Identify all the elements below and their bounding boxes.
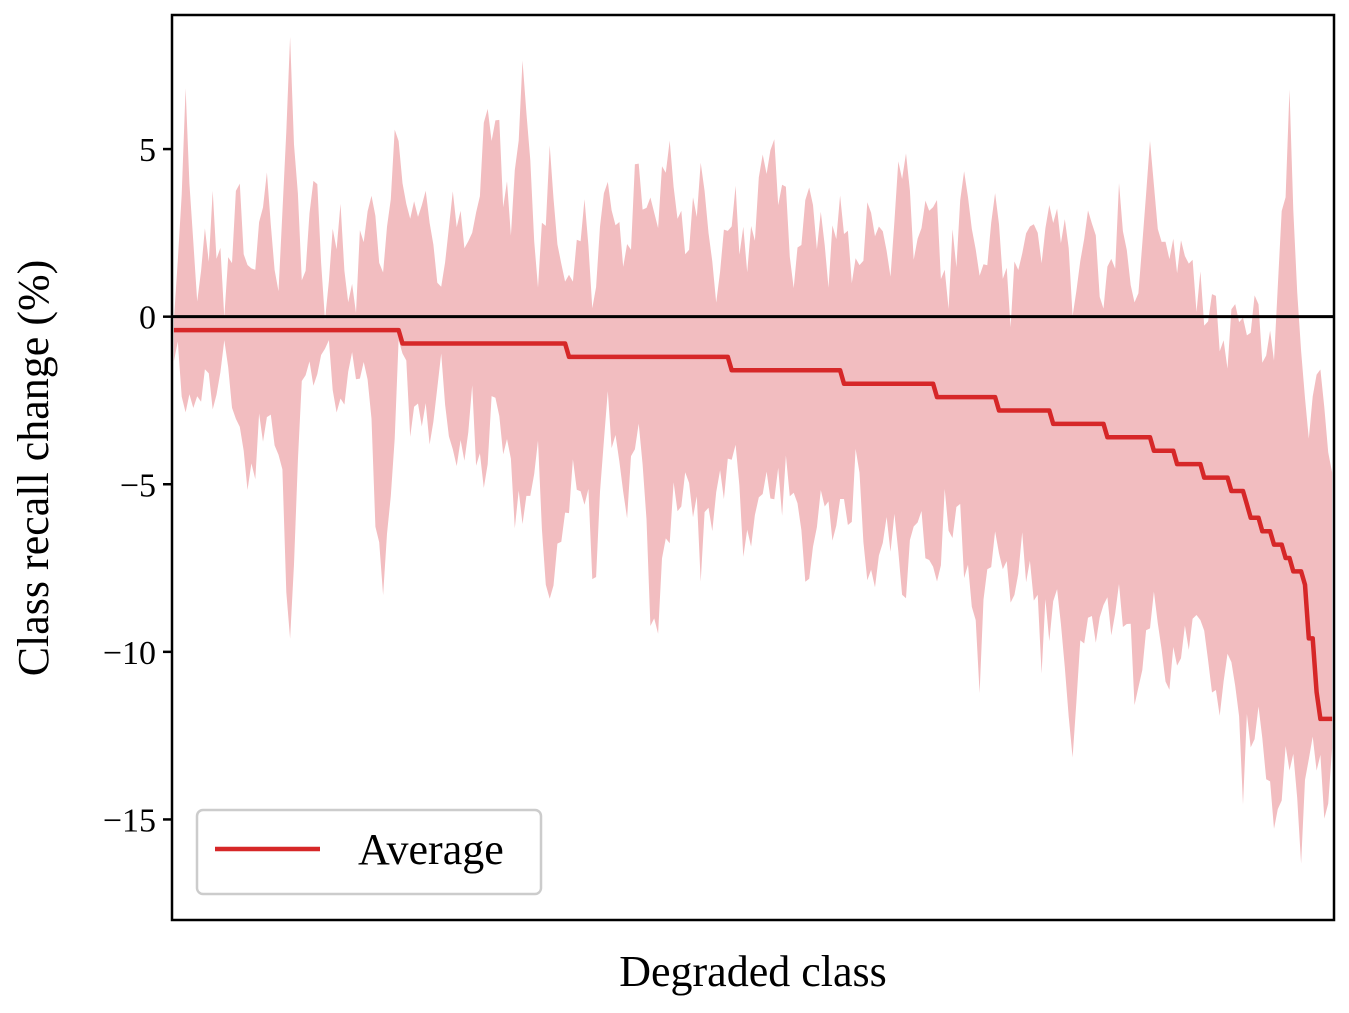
recall-change-band	[173, 36, 1333, 864]
y-tick-label: −15	[103, 802, 156, 839]
average-line	[173, 327, 1333, 722]
legend: Average	[195, 808, 543, 896]
legend-label-average: Average	[358, 825, 504, 874]
y-tick-label: 0	[139, 300, 156, 337]
y-tick-label: −10	[103, 635, 156, 672]
y-tick-label: 5	[139, 132, 156, 169]
y-axis-ticks: 5 0 −5 −10 −15	[103, 132, 172, 839]
plot-area	[170, 13, 1336, 922]
y-axis-label: Class recall change (%)	[9, 260, 58, 677]
legend-box	[195, 808, 543, 896]
y-tick-label: −5	[120, 467, 156, 504]
x-axis-label: Degraded class	[619, 947, 887, 996]
plot-frame	[170, 13, 1336, 922]
